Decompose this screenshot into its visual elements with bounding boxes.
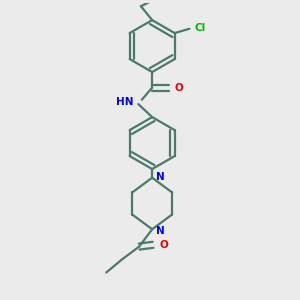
Text: Cl: Cl [195, 23, 206, 33]
Text: HN: HN [116, 98, 134, 107]
Text: N: N [157, 226, 165, 236]
Text: O: O [159, 240, 168, 250]
Text: O: O [175, 82, 183, 93]
Text: N: N [157, 172, 165, 182]
